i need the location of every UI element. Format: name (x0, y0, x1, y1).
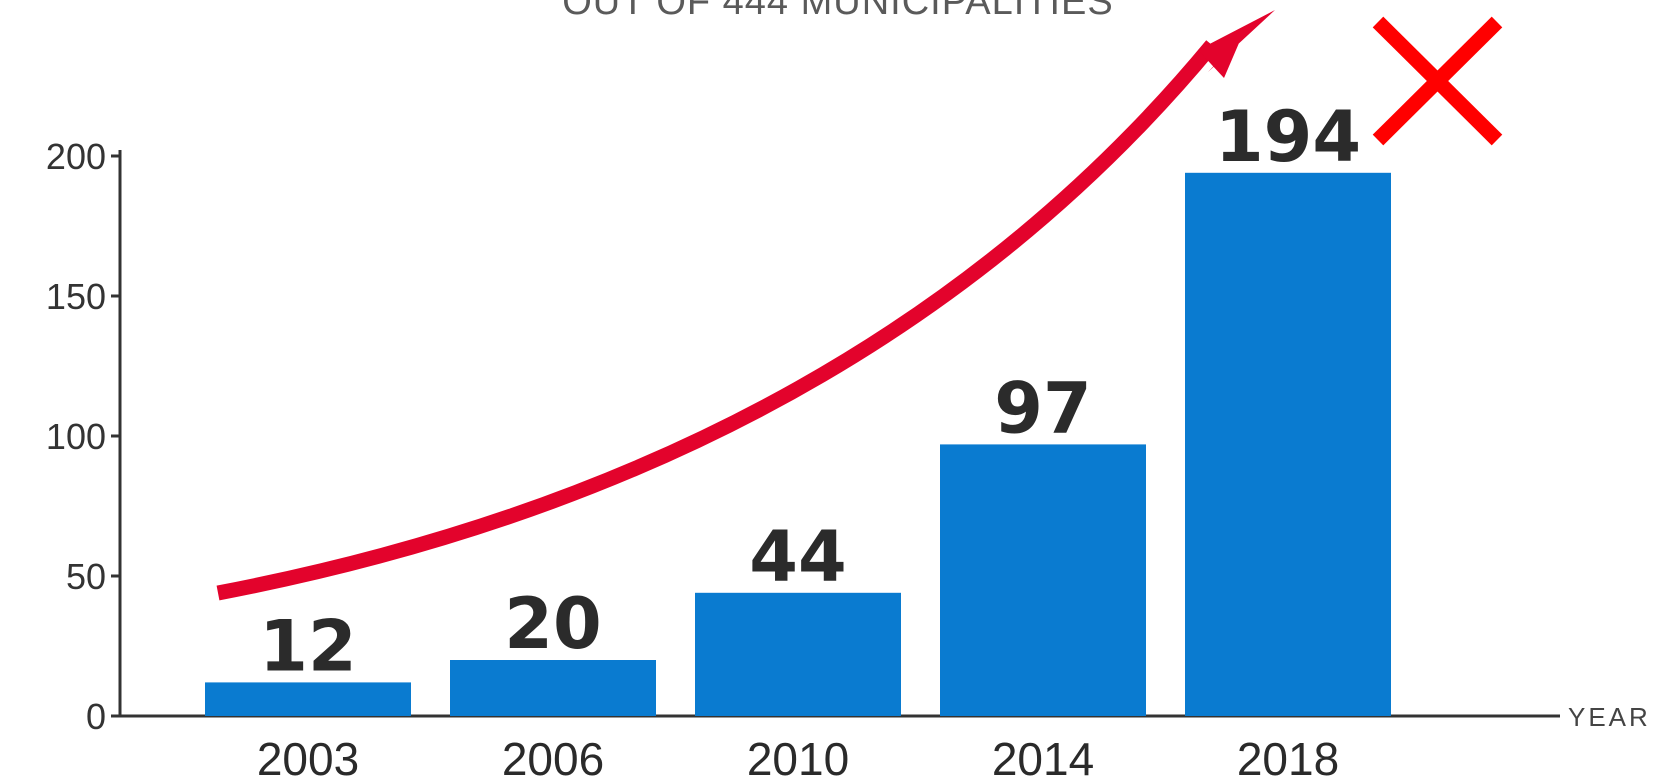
bar-2014 (940, 444, 1146, 716)
y-tick-label: 100 (46, 416, 106, 457)
trend-arrow-head (1198, 10, 1275, 78)
category-label-2006: 2006 (502, 733, 604, 782)
trend-arrow-shaft (216, 40, 1218, 601)
cross-mark-icon (1372, 16, 1503, 146)
value-labels-group: 12 20 44 97 194 (259, 96, 1361, 688)
bar-2010 (695, 592, 901, 716)
value-label-2018: 194 (1215, 96, 1361, 178)
bar-2006 (450, 660, 656, 716)
trend-arrow (216, 10, 1275, 601)
category-labels-group: 2003 2006 2010 2014 2018 (257, 733, 1339, 782)
value-label-2014: 97 (994, 367, 1091, 449)
category-label-2010: 2010 (747, 733, 849, 782)
y-axis-ticks: 0 50 100 150 200 (46, 136, 120, 737)
category-label-2018: 2018 (1237, 733, 1339, 782)
category-label-2014: 2014 (992, 733, 1094, 782)
x-axis-label: YEAR (1568, 702, 1651, 732)
value-label-2003: 12 (259, 605, 356, 687)
y-tick-label: 200 (46, 136, 106, 177)
y-tick-label: 0 (86, 696, 106, 737)
bar-2018 (1185, 172, 1391, 717)
value-label-2006: 20 (504, 583, 601, 665)
y-tick-label: 150 (46, 276, 106, 317)
category-label-2003: 2003 (257, 733, 359, 782)
y-tick-label: 50 (66, 556, 106, 597)
bar-2003 (205, 682, 411, 716)
bars-group (205, 172, 1391, 717)
chart-title: OUT OF 444 MUNICIPALITIES (562, 0, 1114, 23)
value-label-2010: 44 (749, 516, 846, 598)
